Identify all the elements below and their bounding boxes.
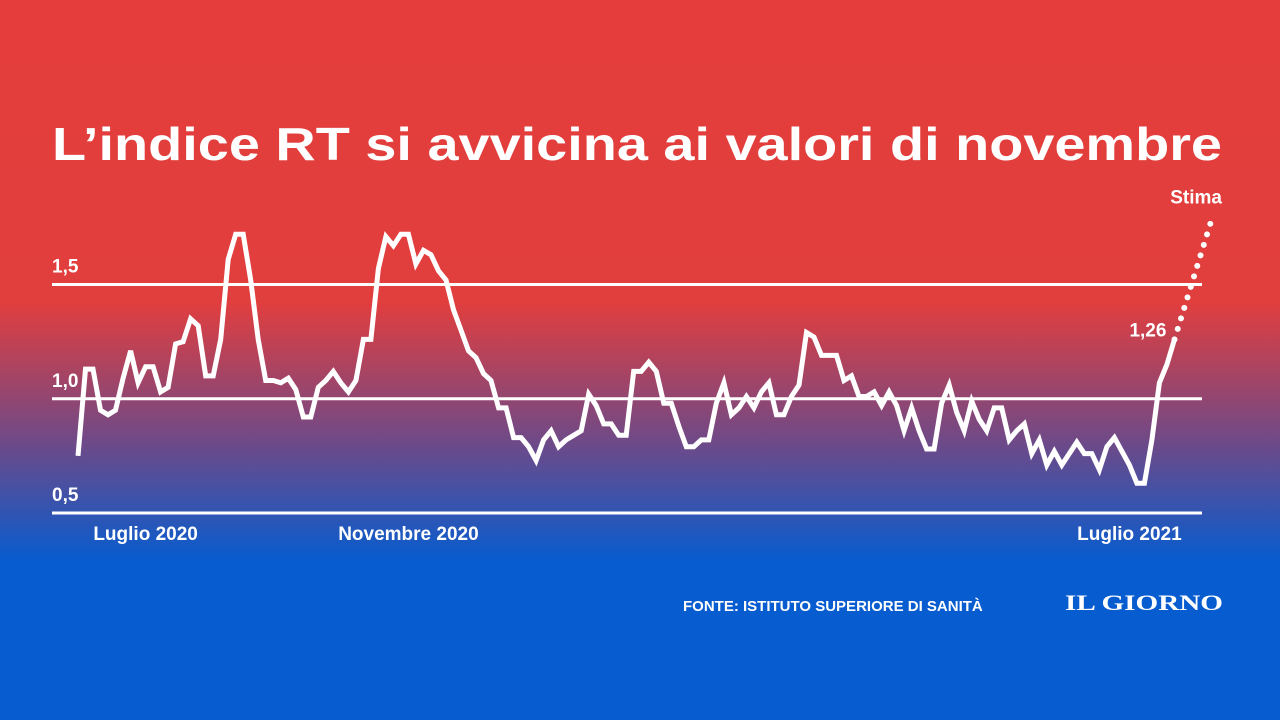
y-tick-label: 0,5 — [52, 485, 79, 506]
source: FONTE: ISTITUTO SUPERIORE DI SANITÀ — [683, 598, 983, 615]
x-tick-label: Luglio 2020 — [93, 524, 198, 545]
line-series — [1171, 215, 1215, 343]
chart-title: L’indice RT si avvicina ai valori di nov… — [52, 118, 1222, 170]
line-series — [75, 231, 1177, 486]
x-tick-label: Luglio 2021 — [1077, 524, 1182, 545]
logo: IL GIORNO — [1065, 590, 1223, 615]
data-label: 1,26 — [1129, 320, 1166, 341]
x-tick-label: Novembre 2020 — [338, 524, 478, 545]
y-tick-label: 1,0 — [52, 371, 78, 392]
series-label: Stima — [1170, 187, 1222, 208]
y-tick-label: 1,5 — [52, 257, 79, 278]
